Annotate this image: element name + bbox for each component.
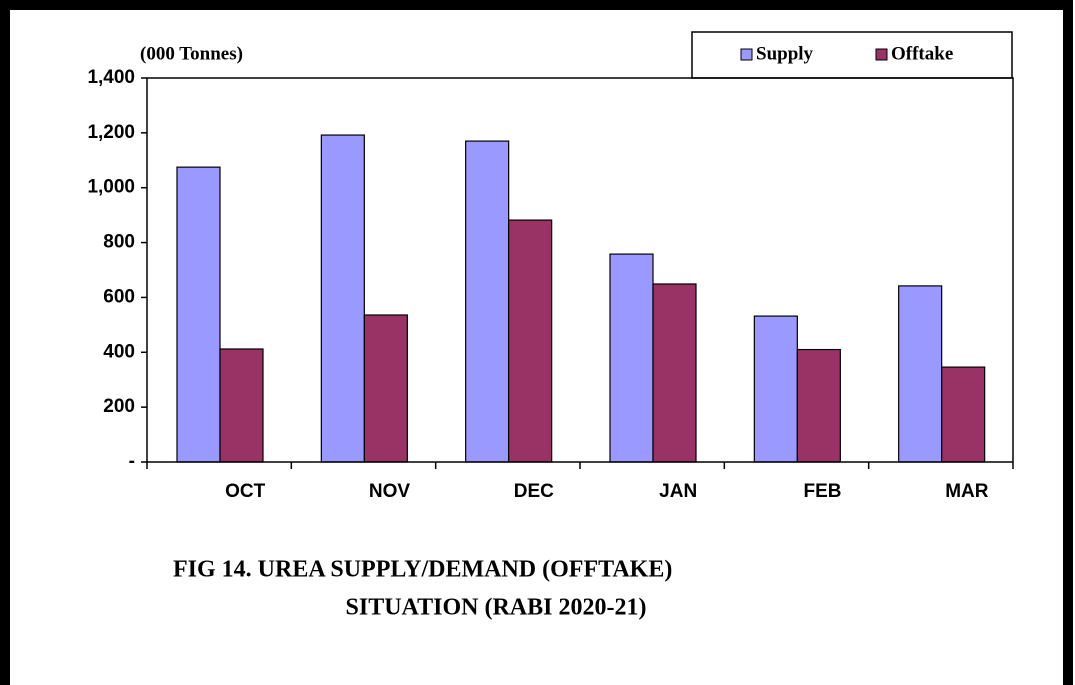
plot-frame — [146, 77, 1014, 462]
legend-box — [691, 31, 1013, 79]
y-tick-label: 200 — [103, 396, 135, 417]
bar — [508, 219, 553, 463]
x-tick-label: JAN — [659, 481, 697, 502]
y-tick-label: 1,200 — [87, 122, 135, 143]
legend-label: Offtake — [891, 43, 953, 64]
y-tick-label: 800 — [103, 232, 135, 253]
unit-label: (000 Tonnes) — [140, 43, 243, 64]
x-tick-label: FEB — [804, 481, 842, 502]
bar — [219, 348, 264, 463]
bar — [176, 166, 221, 463]
legend-label: Supply — [756, 43, 814, 64]
bar — [753, 315, 798, 463]
chart-title: SITUATION (RABI 2020-21) — [346, 595, 647, 621]
bar — [652, 283, 697, 463]
x-tick-label: DEC — [514, 481, 554, 502]
bar — [363, 314, 408, 463]
y-tick-label: 1,400 — [87, 67, 135, 88]
x-tick-label: NOV — [369, 481, 411, 502]
x-tick-label: OCT — [225, 481, 266, 502]
bar — [796, 348, 841, 463]
legend-swatch — [875, 48, 888, 61]
bar — [941, 366, 986, 463]
bar — [898, 285, 943, 463]
chart-title: FIG 14. UREA SUPPLY/DEMAND (OFFTAKE) — [173, 557, 672, 583]
y-tick-label: 600 — [103, 286, 135, 307]
bar — [465, 140, 510, 463]
bar — [609, 253, 654, 463]
legend-swatch — [740, 48, 753, 61]
bar — [320, 134, 365, 463]
y-tick-label: 400 — [103, 341, 135, 362]
y-tick-label: - — [129, 451, 135, 472]
x-tick-label: MAR — [945, 481, 989, 502]
y-tick-label: 1,000 — [87, 177, 135, 198]
